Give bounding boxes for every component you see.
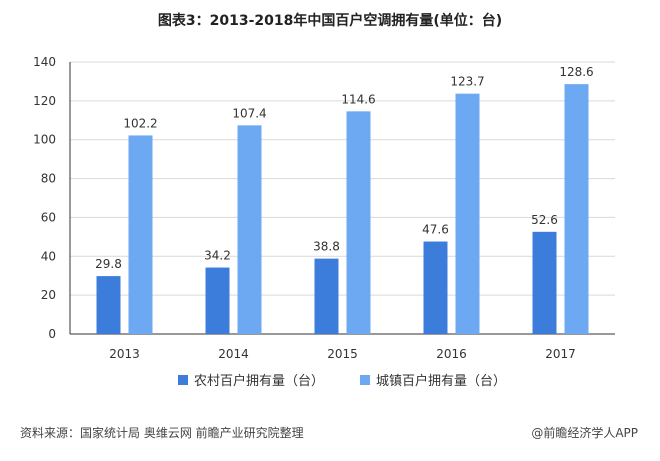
bar-urban: [237, 125, 262, 334]
bar-value-label: 123.7: [450, 75, 484, 89]
bar-value-label: 29.8: [95, 257, 122, 271]
bar-value-label: 102.2: [123, 116, 157, 130]
y-tick-label: 0: [48, 327, 56, 341]
bar-urban: [346, 111, 371, 334]
bar-rural: [205, 267, 230, 334]
y-tick-label: 120: [33, 94, 56, 108]
bar-value-label: 128.6: [559, 65, 593, 79]
x-tick-label: 2013: [109, 347, 140, 361]
bar-value-label: 47.6: [422, 223, 449, 237]
credit-note: @前瞻经济学人APP: [531, 426, 638, 440]
legend-swatch: [360, 375, 370, 385]
legend-label: 城镇百户拥有量（台）: [376, 373, 506, 389]
legend-label: 农村百户拥有量（台）: [194, 373, 324, 389]
y-tick-label: 80: [41, 172, 56, 186]
bar-value-label: 38.8: [313, 240, 340, 254]
bar-urban: [128, 135, 153, 334]
bar-urban: [564, 84, 589, 334]
y-tick-label: 40: [41, 249, 56, 263]
y-tick-label: 60: [41, 210, 56, 224]
legend-swatch: [178, 375, 188, 385]
source-note: 资料来源：国家统计局 奥维云网 前瞻产业研究院整理: [20, 426, 304, 440]
bar-rural: [96, 276, 121, 334]
bar-rural: [314, 258, 339, 334]
x-tick-label: 2015: [327, 347, 358, 361]
bar-value-label: 107.4: [232, 106, 266, 120]
x-tick-label: 2014: [218, 347, 249, 361]
bar-rural: [532, 231, 557, 334]
x-tick-label: 2016: [436, 347, 467, 361]
bar-value-label: 52.6: [531, 213, 558, 227]
bar-value-label: 34.2: [204, 249, 231, 263]
x-tick-label: 2017: [545, 347, 576, 361]
chart-title: 图表3：2013-2018年中国百户空调拥有量(单位：台): [157, 13, 503, 29]
bar-value-label: 114.6: [341, 92, 375, 106]
y-tick-label: 20: [41, 288, 56, 302]
bar-urban: [455, 93, 480, 334]
y-tick-label: 100: [33, 133, 56, 147]
y-tick-label: 140: [33, 55, 56, 69]
bar-rural: [423, 241, 448, 334]
